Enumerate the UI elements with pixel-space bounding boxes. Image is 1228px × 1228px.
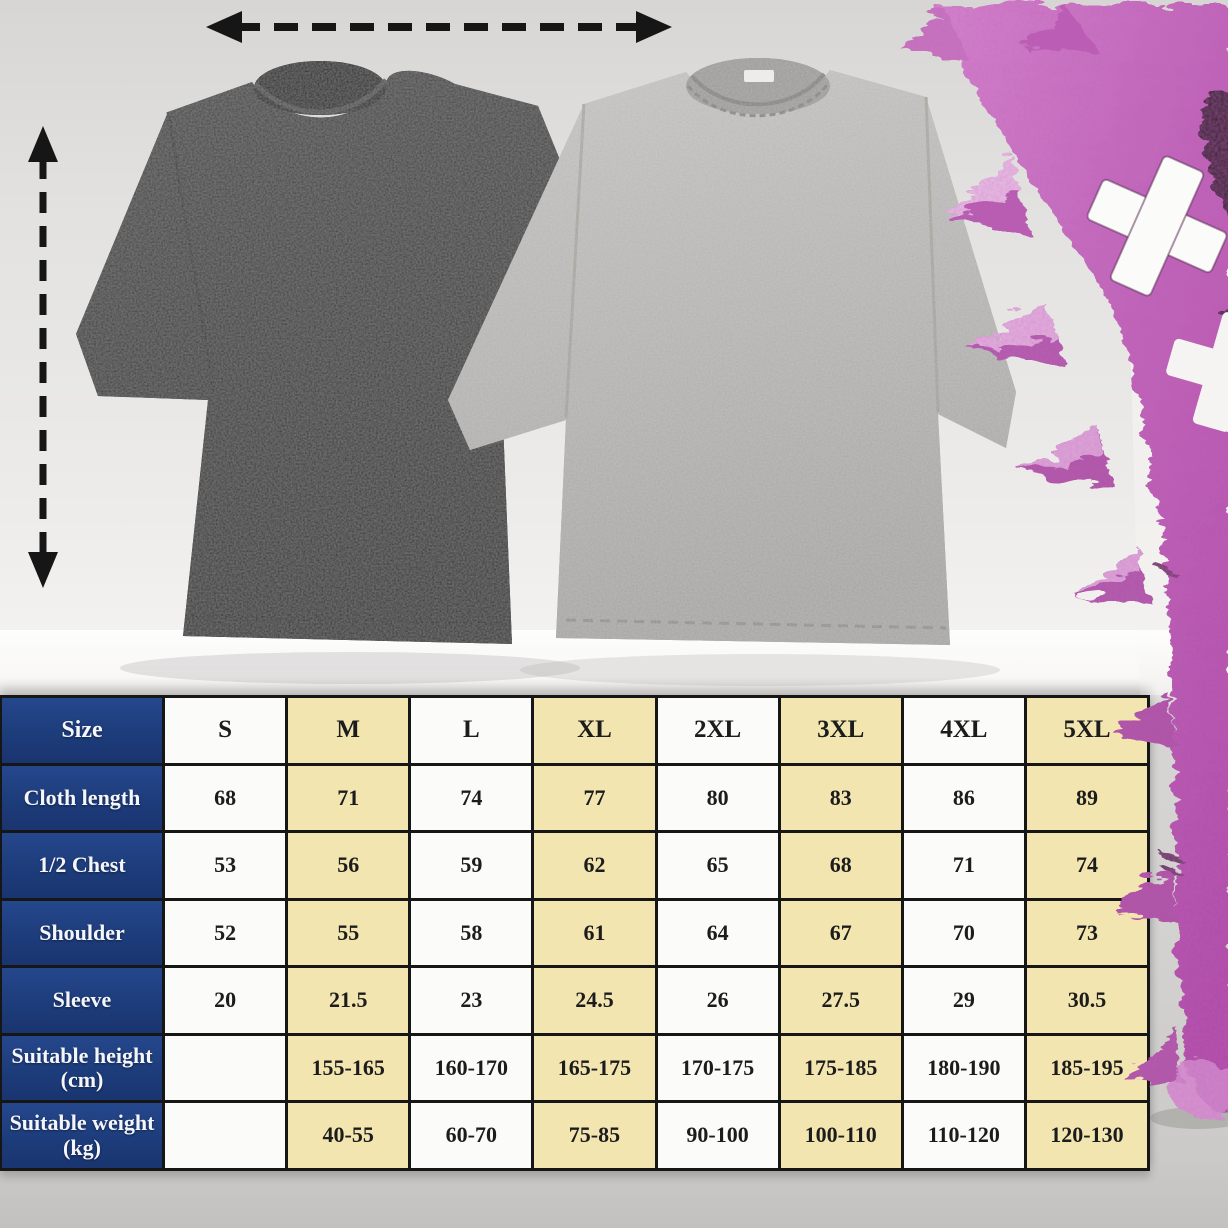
value-cell: 65 [657,833,778,898]
mascot-foot-shadow [1150,1107,1228,1129]
value-cell: 74 [411,765,532,831]
value-cell: 110-120 [903,1103,1024,1168]
value-cell: 52 [165,900,286,966]
value-cell: 165-175 [534,1035,655,1101]
value-cell: 24.5 [534,968,655,1033]
value-cell: 61 [534,900,655,966]
light-shirt-neck-label [744,70,774,82]
value-cell: 62 [534,833,655,898]
value-cell: 120-130 [1026,1103,1147,1168]
value-cell: 75-85 [534,1103,655,1168]
value-cell: 80 [657,765,778,831]
value-cell: 74 [1026,833,1147,898]
column-header-2xl: 2XL [657,698,778,763]
value-cell: 53 [165,833,286,898]
background-highlight-band [1125,70,1228,695]
photo-scene [0,11,1228,695]
row-label: Suitable weight (kg) [2,1103,162,1168]
row-label: Suitable height (cm) [2,1035,162,1101]
mascot-foot [1164,1060,1228,1112]
value-cell: 90-100 [657,1103,778,1168]
value-cell: 89 [1026,765,1147,831]
column-header-5xl: 5XL [1026,698,1147,763]
column-header-l: L [411,698,532,763]
size-header-cell: Size [2,698,162,763]
dark-shirt-collar [254,61,386,115]
row-label: Cloth length [2,765,162,831]
value-cell: 58 [411,900,532,966]
value-cell: 29 [903,968,1024,1033]
photo-area [0,11,1228,695]
value-cell: 86 [903,765,1024,831]
value-cell: 30.5 [1026,968,1147,1033]
dark-shirt-reflection [120,652,580,684]
row-label: Sleeve [2,968,162,1033]
value-cell: 67 [780,900,901,966]
value-cell: 64 [657,900,778,966]
value-cell: 60-70 [411,1103,532,1168]
light-shirt-hem-stitch [565,618,947,630]
value-cell [165,1103,286,1168]
size-chart-table: Size S M L XL 2XL 3XL 4XL 5XL Cloth length 68 71 74 7… [0,695,1150,1171]
light-shirt-reflection [520,654,1000,686]
value-cell: 83 [780,765,901,831]
value-cell: 68 [165,765,286,831]
row-label: 1/2 Chest [2,833,162,898]
value-cell: 71 [903,833,1024,898]
value-cell: 70 [903,900,1024,966]
column-header-xl: XL [534,698,655,763]
value-cell: 68 [780,833,901,898]
width-arrow-icon [206,11,672,43]
value-cell: 40-55 [288,1103,409,1168]
value-cell: 160-170 [411,1035,532,1101]
light-shirt-collar [686,58,830,114]
length-arrow-icon [28,126,58,588]
column-header-3xl: 3XL [780,698,901,763]
dark-shirt-hem-stitch [189,614,507,626]
value-cell: 185-195 [1026,1035,1147,1101]
value-cell: 71 [288,765,409,831]
value-cell [165,1035,286,1101]
value-cell: 170-175 [657,1035,778,1101]
value-cell: 26 [657,968,778,1033]
value-cell: 55 [288,900,409,966]
value-cell: 56 [288,833,409,898]
value-cell: 100-110 [780,1103,901,1168]
value-cell: 180-190 [903,1035,1024,1101]
value-cell: 77 [534,765,655,831]
value-cell: 27.5 [780,968,901,1033]
column-header-s: S [165,698,286,763]
value-cell: 20 [165,968,286,1033]
row-label: Shoulder [2,900,162,966]
value-cell: 73 [1026,900,1147,966]
value-cell: 23 [411,968,532,1033]
value-cell: 155-165 [288,1035,409,1101]
value-cell: 175-185 [780,1035,901,1101]
column-header-m: M [288,698,409,763]
value-cell: 59 [411,833,532,898]
value-cell: 21.5 [288,968,409,1033]
column-header-4xl: 4XL [903,698,1024,763]
dark-tshirt-image [76,61,630,644]
